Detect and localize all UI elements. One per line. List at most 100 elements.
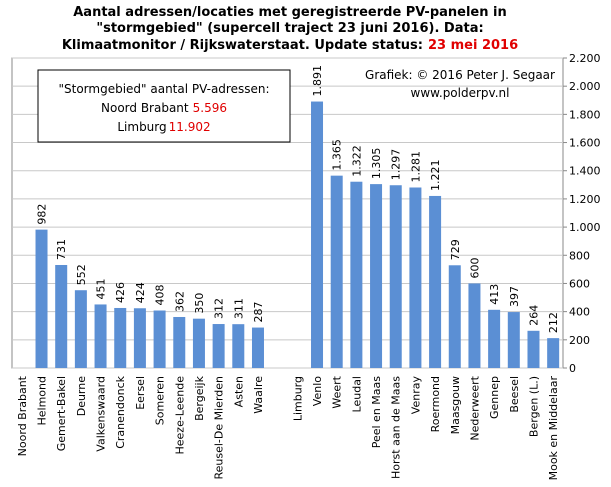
x-tick-label: Cranendonck — [114, 375, 127, 448]
x-tick-label: Maasgouw — [449, 376, 462, 434]
data-label: 1.365 — [331, 139, 344, 171]
y-tick-label: 1.200 — [569, 193, 601, 206]
annotation: 5.596 — [193, 101, 227, 115]
x-tick-label: Bergen (L.) — [527, 376, 540, 437]
y-tick-label: 400 — [569, 306, 590, 319]
bar — [94, 304, 107, 368]
bar — [173, 316, 186, 368]
y-tick-label: 2.000 — [569, 80, 601, 93]
data-label: 287 — [252, 302, 265, 323]
bar — [251, 327, 264, 368]
chart-title-date: 23 mei 2016 — [428, 38, 518, 53]
annotation: Limburg — [117, 120, 166, 134]
data-label: 397 — [508, 286, 521, 307]
x-tick-label: Beesel — [508, 376, 521, 413]
annotation: Limburg 11.902 — [117, 120, 210, 134]
data-label: 451 — [95, 278, 108, 299]
data-label: 426 — [114, 282, 127, 303]
data-label: 264 — [527, 305, 540, 326]
bar — [192, 318, 205, 368]
bar — [547, 338, 560, 368]
data-label: 312 — [213, 298, 226, 319]
chart-title: Aantal adressen/locaties met geregistree… — [73, 5, 507, 20]
data-label: 552 — [75, 264, 88, 285]
bar — [55, 264, 68, 368]
chart-title: Klimaatmonitor / Rijkswaterstaat. Update… — [62, 38, 518, 53]
x-tick-label: Eersel — [134, 376, 147, 410]
x-tick-label: Mook en Middelaar — [547, 376, 560, 481]
x-tick-label: Deurne — [75, 376, 88, 417]
annotation: 11.902 — [169, 120, 211, 134]
data-label: 424 — [134, 282, 147, 303]
x-tick-label: Someren — [154, 376, 167, 425]
chart-title: Klimaatmonitor / Rijkswaterstaat. Update… — [62, 38, 423, 53]
data-label: 1.297 — [390, 149, 403, 181]
x-tick-label: Limburg — [291, 376, 304, 421]
x-tick-label: Horst aan de Maas — [390, 376, 403, 479]
y-tick-label: 600 — [569, 277, 590, 290]
data-label: 1.305 — [370, 148, 383, 180]
x-tick-label: Peel en Maas — [370, 376, 383, 449]
bar — [429, 195, 442, 368]
data-label: 413 — [488, 284, 501, 305]
y-tick-label: 1.000 — [569, 221, 601, 234]
bar — [350, 181, 363, 368]
x-tick-label: Roermond — [429, 376, 442, 432]
y-tick-label: 1.600 — [569, 137, 601, 150]
data-label: 1.281 — [409, 151, 422, 183]
bar — [527, 330, 540, 368]
x-tick-label: Waalre — [252, 376, 265, 414]
x-tick-label: Valkenswaard — [95, 376, 108, 452]
y-tick-label: 0 — [569, 362, 576, 375]
bar — [114, 307, 127, 368]
credit: Grafiek: © 2016 Peter J. Segaar — [365, 68, 555, 82]
chart-title: "stormgebied" (supercell traject 23 juni… — [96, 21, 483, 36]
data-label: 362 — [173, 291, 186, 312]
x-tick-label: Asten — [232, 376, 245, 407]
bar — [330, 175, 343, 368]
data-label: 408 — [154, 285, 167, 306]
bar — [448, 265, 461, 368]
bar — [409, 187, 422, 368]
annotation: Noord Brabant 5.596 — [101, 101, 227, 115]
y-tick-label: 1.800 — [569, 108, 601, 121]
data-label: 731 — [55, 239, 68, 260]
x-tick-label: Gemert-Bakel — [55, 376, 68, 451]
annotation-box — [37, 69, 291, 143]
bar — [507, 312, 520, 368]
bar — [468, 283, 481, 368]
data-label: 1.322 — [350, 145, 363, 177]
data-label: 982 — [36, 204, 49, 225]
data-label: 311 — [232, 298, 245, 319]
y-tick-label: 2.200 — [569, 52, 601, 65]
data-label: 1.221 — [429, 159, 442, 191]
x-tick-label: Gennep — [488, 376, 501, 419]
data-label: 600 — [468, 257, 481, 278]
x-tick-label: Weert — [331, 375, 344, 408]
bar — [389, 185, 402, 368]
x-tick-label: Reusel-De Mierden — [213, 376, 226, 480]
annotation: "Stormgebied" aantal PV-adressen: — [58, 82, 269, 96]
data-label: 350 — [193, 293, 206, 314]
y-tick-label: 200 — [569, 334, 590, 347]
bar — [212, 324, 225, 368]
x-tick-label: Nederweert — [468, 375, 481, 440]
x-tick-label: Noord Brabant — [16, 375, 29, 456]
y-tick-label: 1.400 — [569, 165, 601, 178]
x-tick-label: Helmond — [36, 376, 49, 426]
bar — [370, 184, 383, 368]
bar — [311, 101, 324, 369]
x-tick-label: Leudal — [350, 376, 363, 412]
y-tick-label: 800 — [569, 249, 590, 262]
annotation: Noord Brabant — [101, 101, 189, 115]
credit-url: www.polderpv.nl — [411, 86, 510, 100]
x-tick-label: Bergeijk — [193, 375, 206, 421]
x-tick-label: Heeze-Leende — [173, 376, 186, 455]
data-label: 1.891 — [311, 65, 324, 97]
data-label: 212 — [547, 312, 560, 333]
bar — [74, 290, 87, 368]
x-tick-label: Venlo — [311, 376, 324, 406]
bar — [232, 324, 245, 368]
data-label: 729 — [449, 239, 462, 260]
